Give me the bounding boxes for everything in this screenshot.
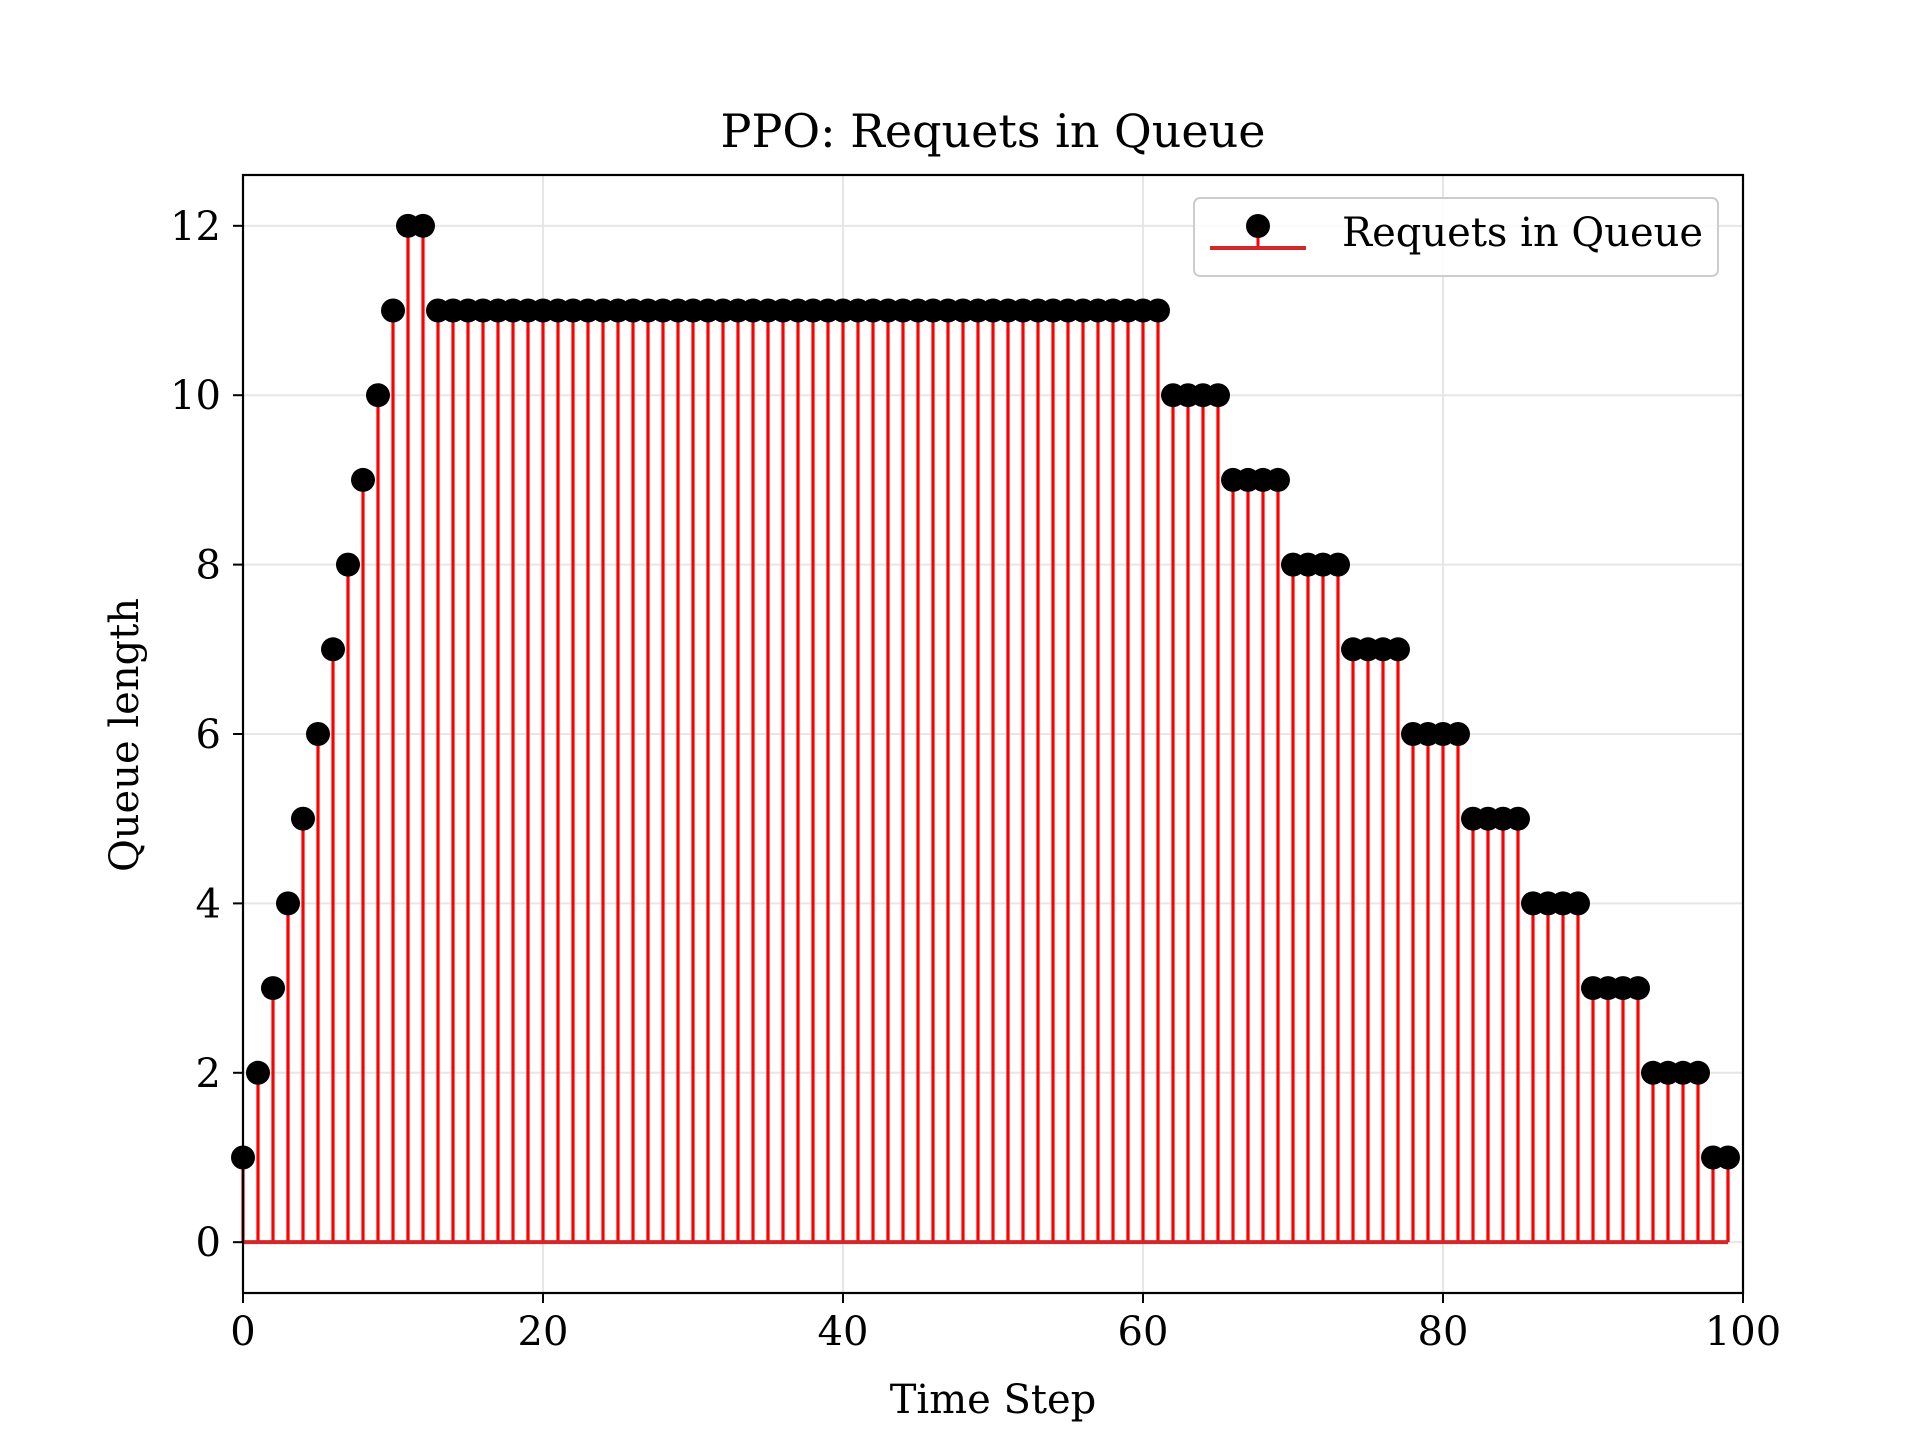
stem-marker [1626, 976, 1650, 1001]
stem-marker [336, 552, 360, 577]
stem-marker [1206, 383, 1230, 408]
x-tick-label: 100 [1705, 1309, 1781, 1355]
stem-marker [366, 383, 390, 408]
stem-marker [1506, 806, 1530, 831]
axis-ticks: 0 20 40 60 80 100 0 2 4 6 8 10 12 [170, 204, 1781, 1355]
y-tick-label: 2 [196, 1051, 221, 1097]
y-tick-label: 12 [170, 204, 221, 250]
legend-box [1193, 197, 1719, 277]
stem-marker [276, 891, 300, 916]
y-tick-label: 0 [196, 1220, 221, 1266]
stem-marker [246, 1060, 270, 1085]
y-tick-label: 6 [196, 712, 221, 758]
chart-title: PPO: Requets in Queue [721, 104, 1266, 158]
y-tick-label: 4 [196, 881, 221, 927]
stem-marker [306, 722, 330, 746]
stem-marker [1266, 467, 1290, 492]
stem-marker [1326, 552, 1350, 577]
stem-marker [1716, 1145, 1740, 1170]
stem-marker [321, 637, 345, 662]
x-tick-label: 40 [818, 1309, 869, 1355]
stem-marker [261, 976, 285, 1001]
stem-marker [411, 213, 435, 238]
stem-marker [351, 467, 375, 492]
x-tick-label: 20 [518, 1309, 569, 1355]
stem-marker [1386, 637, 1410, 662]
legend: Requets in Queue [1193, 197, 1719, 277]
stem-markers [231, 213, 1740, 1170]
x-tick-label: 60 [1118, 1309, 1169, 1355]
stem-marker [291, 806, 315, 831]
legend-marker-swatch [1246, 214, 1270, 238]
stem-lines [241, 225, 1730, 1245]
x-tick-label: 0 [230, 1309, 255, 1355]
stem-marker [1446, 722, 1470, 746]
y-tick-label: 8 [196, 543, 221, 589]
x-tick-label: 80 [1418, 1309, 1469, 1355]
x-axis-label: Time Step [890, 1377, 1097, 1423]
stem-marker [1146, 298, 1170, 323]
y-axis-label: Queue length [102, 598, 148, 872]
legend-entry-label: Requets in Queue [1342, 210, 1703, 256]
y-tick-label: 10 [170, 373, 221, 419]
stem-marker [381, 298, 405, 323]
stem-marker [1566, 891, 1590, 916]
stem-marker [1686, 1060, 1710, 1085]
